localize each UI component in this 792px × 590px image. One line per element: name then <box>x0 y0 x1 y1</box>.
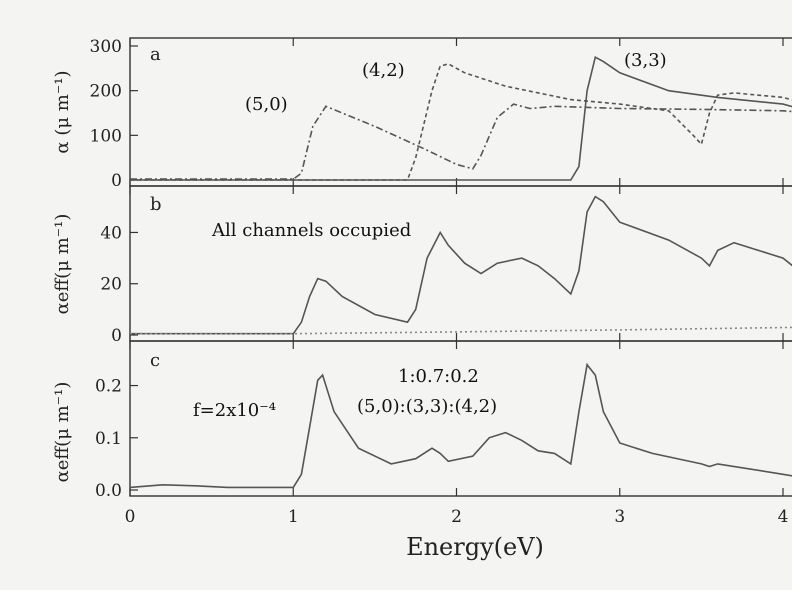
x-tick-label: 0 <box>125 507 136 527</box>
panel-c-ytick-label: 0.1 <box>95 429 122 449</box>
panel-a-series-2-line <box>130 56 792 181</box>
panel-a-ytick-label: 100 <box>90 126 122 146</box>
x-tick-label: 4 <box>778 507 789 527</box>
annotation-ratio: 1:0.7:0.2 <box>398 366 479 387</box>
panel-a-ytick-label: 200 <box>90 82 122 102</box>
annotation-4-2: (4,2) <box>362 60 405 81</box>
panel-b-frame <box>129 185 792 342</box>
panel-c-ylabel: αeff(μ m⁻¹) <box>52 382 73 483</box>
panel-c-frame <box>129 340 792 497</box>
panel-a-ylabel: α (μ m⁻¹) <box>52 70 73 153</box>
panel-tag-a: a <box>150 44 161 65</box>
panel-tag-b: b <box>150 194 162 215</box>
x-axis-label: Energy(eV) <box>406 533 544 561</box>
panel-b-series-0-line <box>130 195 792 335</box>
chart-marks: 0 100 200 300 0 20 40 0.0 0.1 0.2 0 1 2 3 4 <box>90 37 792 527</box>
x-tick-label: 1 <box>288 507 299 527</box>
panel-b-series-1-line <box>130 326 792 335</box>
panel-c-ytick-label: 0.2 <box>95 377 122 397</box>
annotation-f: f=2x10⁻⁴ <box>193 400 276 421</box>
x-tick-label: 3 <box>614 507 625 527</box>
panel-a-series-1-line <box>130 63 792 181</box>
x-tick-label: 2 <box>451 507 462 527</box>
panel-a-ytick-label: 300 <box>90 37 122 57</box>
panel-tag-c: c <box>150 350 160 371</box>
panel-b-ytick-label: 40 <box>100 223 122 243</box>
panel-a-ytick-label: 0 <box>111 171 122 191</box>
panel-c-series-0-line <box>129 362 792 489</box>
annotation-5-0: (5,0) <box>245 94 288 115</box>
panel-a-frame <box>129 37 792 187</box>
panel-b-ytick-label: 20 <box>100 275 122 295</box>
panel-c-ytick-label: 0.0 <box>95 481 122 501</box>
annotation-ratio-labels: (5,0):(3,3):(4,2) <box>357 396 497 417</box>
annotation-all-channels: All channels occupied <box>211 220 411 241</box>
panel-b-ytick-label: 0 <box>111 326 122 346</box>
panel-a-series-0-line <box>130 103 792 180</box>
annotation-3-3: (3,3) <box>624 50 667 71</box>
panel-b-ylabel: αeff(μ m⁻¹) <box>52 214 73 315</box>
